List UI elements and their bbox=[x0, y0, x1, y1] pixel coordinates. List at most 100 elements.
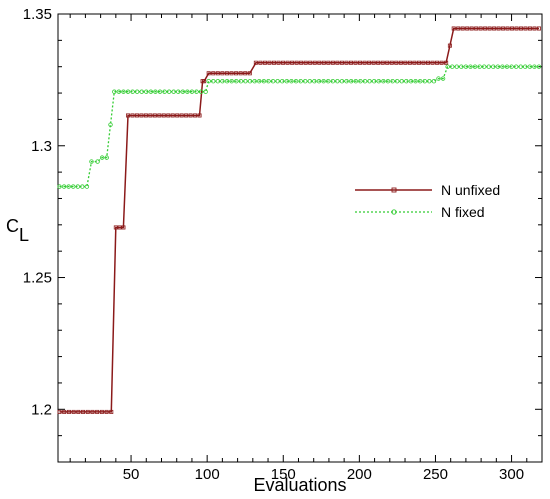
data-point bbox=[519, 26, 524, 31]
data-point bbox=[185, 89, 190, 94]
data-point bbox=[321, 78, 326, 84]
data-point bbox=[180, 89, 186, 94]
data-point bbox=[492, 26, 497, 31]
data-point bbox=[496, 26, 501, 31]
data-point bbox=[445, 64, 450, 69]
data-point bbox=[198, 89, 204, 94]
data-point bbox=[57, 184, 62, 189]
data-point bbox=[303, 78, 308, 84]
data-point bbox=[344, 60, 349, 65]
data-point bbox=[116, 89, 122, 94]
data-point bbox=[148, 89, 154, 94]
data-point bbox=[71, 409, 76, 414]
data-point bbox=[275, 78, 280, 84]
data-point bbox=[197, 113, 202, 118]
data-point bbox=[215, 78, 221, 84]
data-point bbox=[261, 78, 267, 84]
data-point bbox=[500, 64, 505, 69]
series-n-fixed bbox=[57, 64, 542, 189]
legend-marker bbox=[391, 209, 397, 215]
data-point bbox=[193, 113, 198, 118]
data-point bbox=[312, 78, 317, 84]
data-point bbox=[215, 71, 220, 76]
data-point bbox=[280, 78, 285, 84]
axes: 50 100 150 200 250 300 1.2 1.25 1.3 1.35 Evaluatio… bbox=[6, 6, 543, 495]
data-point bbox=[113, 225, 118, 230]
data-point bbox=[509, 64, 514, 69]
data-point bbox=[109, 409, 114, 414]
data-point bbox=[421, 60, 426, 65]
data-point bbox=[95, 409, 100, 414]
data-point bbox=[206, 71, 211, 76]
data-point bbox=[394, 78, 400, 84]
legend-marker bbox=[391, 187, 397, 193]
data-point bbox=[267, 60, 272, 65]
data-point bbox=[139, 89, 144, 94]
data-point bbox=[130, 113, 135, 118]
y-axis-title-subscript: L bbox=[19, 225, 29, 245]
data-point bbox=[483, 26, 488, 31]
data-point bbox=[371, 60, 376, 65]
data-point bbox=[404, 78, 409, 84]
data-point bbox=[335, 78, 340, 84]
data-point bbox=[513, 64, 519, 69]
data-point bbox=[220, 71, 225, 76]
data-point bbox=[234, 78, 239, 84]
x-axis-title: Evaluations bbox=[253, 475, 346, 495]
data-point bbox=[281, 60, 286, 65]
data-point bbox=[162, 89, 167, 94]
data-point bbox=[175, 113, 180, 118]
data-point bbox=[408, 78, 414, 84]
data-point bbox=[179, 113, 184, 118]
data-point bbox=[439, 60, 444, 65]
data-point bbox=[316, 78, 322, 84]
data-point bbox=[202, 79, 207, 84]
data-point bbox=[104, 155, 109, 160]
data-point bbox=[81, 409, 86, 414]
data-point bbox=[436, 76, 441, 81]
data-point bbox=[312, 60, 317, 65]
data-point bbox=[514, 26, 519, 31]
data-point bbox=[258, 60, 263, 65]
data-point bbox=[390, 78, 395, 84]
data-point bbox=[536, 64, 542, 69]
data-point bbox=[152, 113, 157, 118]
data-point bbox=[166, 113, 171, 118]
series-n-unfixed bbox=[57, 26, 541, 414]
data-point bbox=[266, 78, 271, 84]
data-point bbox=[284, 78, 290, 84]
series-layer bbox=[57, 26, 542, 414]
data-point bbox=[358, 60, 363, 65]
legend-item: N unfixed bbox=[355, 182, 500, 198]
data-point bbox=[362, 60, 367, 65]
plot-frame bbox=[57, 13, 543, 463]
data-point bbox=[353, 60, 358, 65]
data-point bbox=[422, 78, 427, 84]
data-point bbox=[71, 184, 76, 189]
data-point bbox=[112, 89, 117, 94]
data-point bbox=[444, 60, 449, 65]
data-point bbox=[371, 78, 377, 84]
data-point bbox=[61, 184, 67, 189]
data-point bbox=[308, 60, 313, 65]
data-point bbox=[412, 60, 417, 65]
data-point bbox=[66, 409, 71, 414]
data-point bbox=[317, 60, 322, 65]
data-point bbox=[271, 60, 276, 65]
data-point bbox=[121, 89, 126, 94]
data-point bbox=[376, 78, 381, 84]
data-point bbox=[501, 26, 506, 31]
data-point bbox=[487, 26, 492, 31]
data-point bbox=[469, 26, 474, 31]
data-point bbox=[413, 78, 418, 84]
data-point bbox=[321, 60, 326, 65]
data-point bbox=[339, 60, 344, 65]
data-point bbox=[389, 60, 394, 65]
data-point bbox=[157, 89, 163, 94]
x-tick-label: 300 bbox=[499, 466, 524, 483]
data-point bbox=[285, 60, 290, 65]
data-point bbox=[518, 64, 523, 69]
data-point bbox=[523, 64, 528, 69]
data-point bbox=[416, 60, 421, 65]
data-point bbox=[303, 60, 308, 65]
